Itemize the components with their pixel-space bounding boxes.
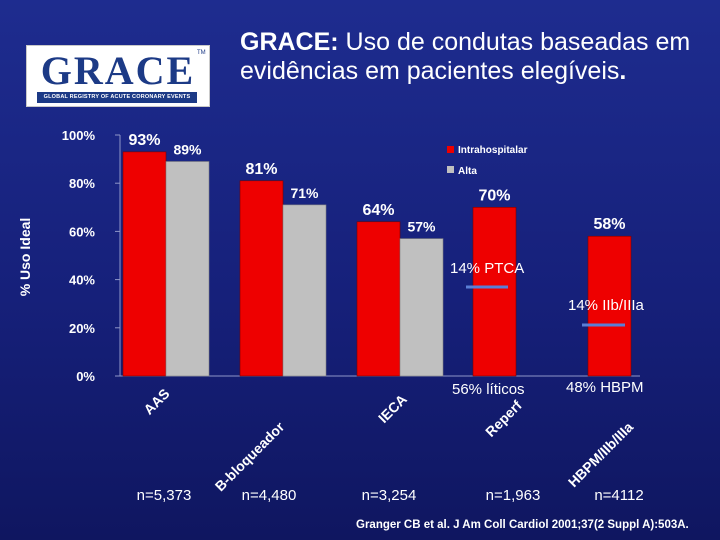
x-category-label: AAS <box>140 385 172 417</box>
y-tick-label: 0% <box>76 369 95 384</box>
bar-alta <box>399 238 444 377</box>
legend-label-intrahospitalar: Intrahospitalar <box>458 145 528 156</box>
annotation-hbpm: 48% HBPM <box>566 379 644 396</box>
n-label: n=3,254 <box>362 487 417 504</box>
x-category-label: B-bloqueador <box>212 418 288 494</box>
bar-value-label: 89% <box>173 142 202 158</box>
logo-trademark: TM <box>197 50 206 56</box>
bar-value-label: 57% <box>407 219 436 235</box>
bar-alta <box>165 161 210 377</box>
x-category-label: HBPM/IIb/IIIa <box>565 419 636 490</box>
y-tick-label: 60% <box>69 224 95 239</box>
bar-intrahospitalar <box>122 151 167 377</box>
bar-value-label: 93% <box>128 132 160 149</box>
y-tick-label: 80% <box>69 176 95 191</box>
bar-intrahospitalar <box>239 180 284 377</box>
logo-tagline: GLOBAL REGISTRY OF ACUTE CORONARY EVENTS <box>43 94 191 100</box>
citation: Granger CB et al. J Am Coll Cardiol 2001… <box>356 519 689 531</box>
legend-label-alta: Alta <box>458 166 477 177</box>
title-bold: GRACE: <box>240 28 339 56</box>
bar-intrahospitalar <box>356 221 401 377</box>
title-text: Uso de condutas baseadas em evidências e… <box>240 28 691 85</box>
bar-value-label: 58% <box>593 216 625 233</box>
bar-value-label: 71% <box>290 185 319 201</box>
slide-title: GRACE: Uso de condutas baseadas em evidê… <box>240 28 710 86</box>
bar-value-label: 70% <box>478 187 510 204</box>
logo-wordmark: GRACE <box>40 48 196 93</box>
annotation-liticos: 56% líticos <box>452 381 525 398</box>
annotation-ptca: 14% PTCA <box>450 260 524 277</box>
annotation-iib-iiia: 14% IIb/IIIa <box>568 297 645 314</box>
n-label: n=5,373 <box>137 487 192 504</box>
bar-intrahospitalar <box>587 235 632 377</box>
n-label: n=1,963 <box>486 487 541 504</box>
logo-tagline-bar <box>37 92 197 103</box>
n-label: n=4112 <box>594 487 643 504</box>
x-category-label: Reperf <box>482 397 525 440</box>
y-tick-label: 100% <box>62 128 96 143</box>
x-category-label: IECA <box>375 391 410 426</box>
grace-logo: GRACE TM GLOBAL REGISTRY OF ACUTE CORONA… <box>26 45 210 107</box>
y-tick-label: 40% <box>69 273 95 288</box>
legend-swatch-intrahospitalar <box>447 146 454 153</box>
bar-alta <box>282 204 327 377</box>
y-axis-title: % Uso Ideal <box>17 218 33 297</box>
bar-intrahospitalar <box>472 207 517 377</box>
legend-swatch-alta <box>447 166 454 173</box>
bar-value-label: 64% <box>362 202 394 219</box>
title-period: . <box>619 57 627 85</box>
y-tick-label: 20% <box>69 321 95 336</box>
bar-value-label: 81% <box>245 161 277 178</box>
n-label: n=4,480 <box>242 487 297 504</box>
